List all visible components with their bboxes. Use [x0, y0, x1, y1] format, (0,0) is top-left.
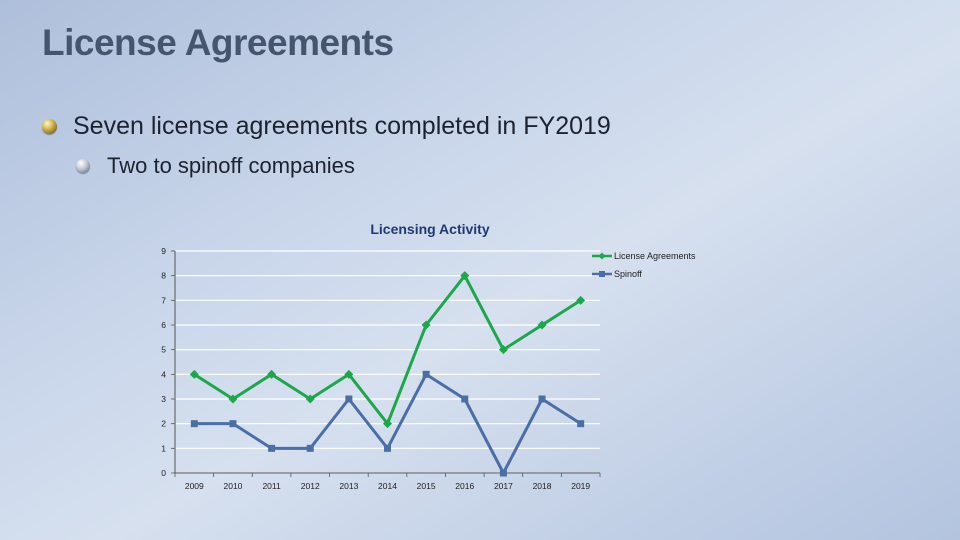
x-tick-label-2013: 2013	[339, 481, 358, 491]
point-spinoff-2017	[499, 469, 507, 477]
y-tick-label-2: 2	[161, 419, 166, 429]
point-license-agreements-2016	[460, 271, 470, 281]
point-license-agreements-2018	[537, 320, 547, 330]
point-license-agreements-2012	[305, 394, 315, 404]
y-tick-label-1: 1	[161, 443, 166, 453]
y-tick-label-6: 6	[161, 320, 166, 330]
legend-marker-spinoff	[599, 271, 605, 277]
y-tick-label-9: 9	[161, 246, 166, 256]
legend-label-spinoff: Spinoff	[614, 269, 642, 279]
x-tick-label-2016: 2016	[455, 481, 474, 491]
x-axis-ticks: 2009 2010 2011 2012 2013 2014 2015 2016 2017 2018…	[174, 473, 601, 491]
legend-label-license-agreements: License Agreements	[614, 251, 696, 261]
y-tick-label-8: 8	[161, 271, 166, 281]
point-license-agreements-2014	[383, 419, 392, 429]
point-spinoff-2011	[268, 444, 276, 452]
y-tick-label-4: 4	[161, 369, 166, 379]
x-tick-label-2011: 2011	[262, 481, 281, 491]
bullet-item-2: Two to spinoff companies	[76, 153, 355, 179]
x-tick-label-2015: 2015	[417, 481, 436, 491]
x-tick-label-2019: 2019	[571, 481, 590, 491]
slide-title: License Agreements	[42, 22, 394, 63]
point-license-agreements-2019	[576, 295, 586, 305]
point-spinoff-2014	[384, 444, 391, 452]
bullet-item-1: Seven license agreements completed in FY…	[42, 112, 611, 141]
y-tick-label-3: 3	[161, 394, 166, 404]
point-license-agreements-2010	[228, 394, 238, 404]
x-tick-label-2017: 2017	[494, 481, 513, 491]
chart-title: Licensing Activity	[370, 221, 490, 237]
point-license-agreements-2017	[498, 345, 508, 355]
point-spinoff-2012	[306, 444, 314, 452]
chart-grid	[175, 250, 600, 474]
y-tick-label-7: 7	[161, 295, 166, 305]
point-spinoff-2018	[538, 395, 546, 403]
y-tick-label-0: 0	[161, 468, 166, 478]
x-tick-label-2014: 2014	[378, 481, 397, 491]
x-tick-label-2012: 2012	[301, 481, 320, 491]
legend-marker-license-agreements	[598, 252, 606, 260]
point-license-agreements-2011	[267, 369, 277, 379]
x-tick-label-2009: 2009	[185, 481, 204, 491]
point-license-agreements-2015	[421, 320, 431, 330]
gold-bullet-icon	[42, 119, 57, 134]
point-spinoff-2015	[422, 370, 430, 378]
point-spinoff-2009	[190, 420, 198, 428]
x-tick-label-2018: 2018	[533, 481, 552, 491]
chart-series	[189, 271, 586, 477]
bullet-text-1: Seven license agreements completed in FY…	[73, 112, 611, 140]
point-spinoff-2010	[229, 420, 237, 428]
y-tick-label-5: 5	[161, 345, 166, 355]
bullet-text-2: Two to spinoff companies	[107, 153, 355, 178]
point-license-agreements-2013	[344, 369, 354, 379]
point-spinoff-2013	[345, 395, 353, 403]
chart-legend: License Agreements Spinoff	[592, 251, 696, 279]
point-spinoff-2019	[577, 420, 585, 428]
chart-axes	[174, 251, 600, 474]
silver-bullet-icon	[76, 159, 90, 173]
x-tick-label-2010: 2010	[223, 481, 242, 491]
point-spinoff-2016	[461, 395, 469, 403]
point-license-agreements-2009	[189, 369, 199, 379]
y-axis-ticks: 0 1 2 3 4 5 6 7 8 9	[161, 246, 175, 478]
